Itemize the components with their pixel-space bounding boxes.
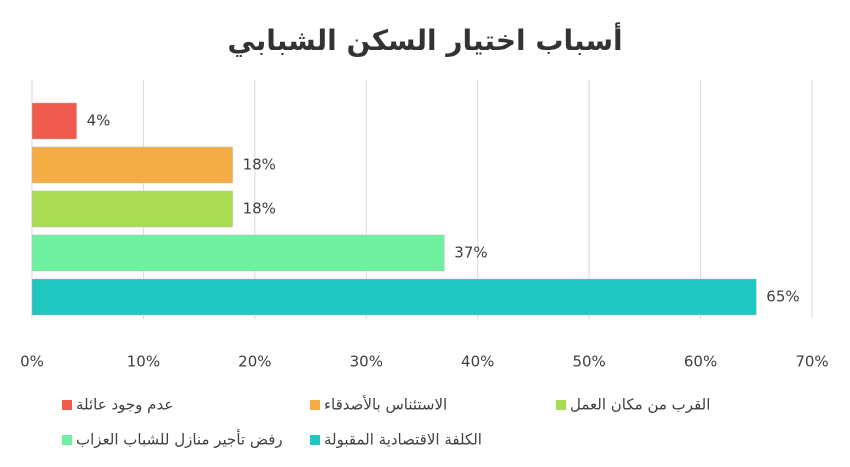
legend-label: رفض تأجير منازل للشباب العزاب xyxy=(76,429,283,449)
legend-marker xyxy=(310,435,320,445)
value-label: 18% xyxy=(243,156,276,174)
bar xyxy=(31,278,757,316)
value-label: 65% xyxy=(766,288,799,306)
legend-marker xyxy=(62,435,72,445)
value-label: 4% xyxy=(87,112,111,130)
legend-marker xyxy=(310,400,320,410)
legend-label: القرب من مكان العمل xyxy=(570,396,710,414)
value-label: 37% xyxy=(454,244,487,262)
legend-marker xyxy=(556,400,566,410)
value-label: 18% xyxy=(243,200,276,218)
x-tick-label: 0% xyxy=(20,353,44,371)
x-tick-label: 30% xyxy=(350,353,383,371)
legend-marker xyxy=(62,400,72,410)
bar xyxy=(31,234,445,272)
x-tick-label: 40% xyxy=(461,353,494,371)
x-tick-label: 20% xyxy=(238,353,271,371)
legend-label: الاستئناس بالأصدقاء xyxy=(324,395,447,414)
bar xyxy=(31,102,77,140)
legend-label: عدم وجود عائلة xyxy=(76,396,173,414)
bar xyxy=(31,190,233,228)
x-tick-label: 50% xyxy=(572,353,605,371)
x-tick-label: 60% xyxy=(684,353,717,371)
x-tick-label: 10% xyxy=(127,353,160,371)
chart-title: أسباب اختيار السكن الشبابي xyxy=(227,22,622,57)
bar xyxy=(31,146,233,184)
x-tick-label: 70% xyxy=(795,353,828,371)
legend-label: الكلفة الاقتصادية المقبولة xyxy=(324,431,482,449)
